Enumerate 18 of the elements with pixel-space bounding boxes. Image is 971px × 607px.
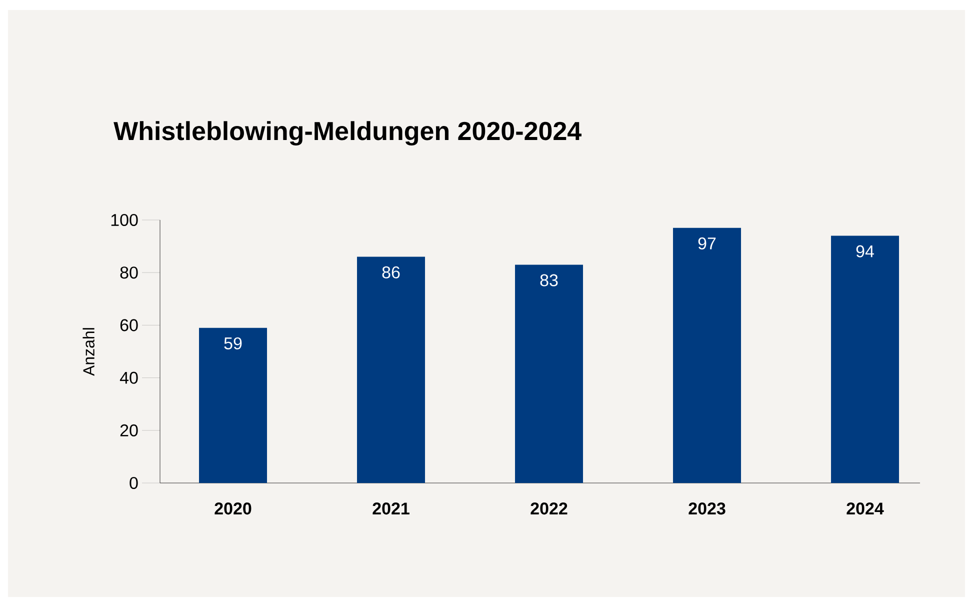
y-tick-label: 100: [111, 214, 138, 226]
y-tick-label: 80: [120, 266, 138, 279]
data-label: 94: [856, 245, 874, 258]
data-label: 86: [382, 266, 400, 278]
y-tick-label: 20: [120, 424, 138, 436]
data-label: 97: [698, 237, 716, 250]
data-label: 83: [540, 274, 558, 286]
x-tick-label: 2021: [372, 502, 410, 515]
x-tick-label: 2023: [688, 502, 726, 515]
y-tick-label: 0: [130, 476, 138, 490]
x-tick-label: 2020: [214, 502, 252, 515]
x-tick-label: 2022: [530, 502, 568, 515]
data-label: 59: [224, 337, 242, 350]
y-axis-title: Anzahl: [82, 328, 94, 376]
y-tick-label: 60: [120, 319, 138, 332]
y-tick-label: 40: [120, 372, 138, 384]
chart-title: Whistleblowing-Meldungen 2020-2024: [114, 121, 582, 146]
x-tick-label: 2024: [846, 502, 884, 515]
